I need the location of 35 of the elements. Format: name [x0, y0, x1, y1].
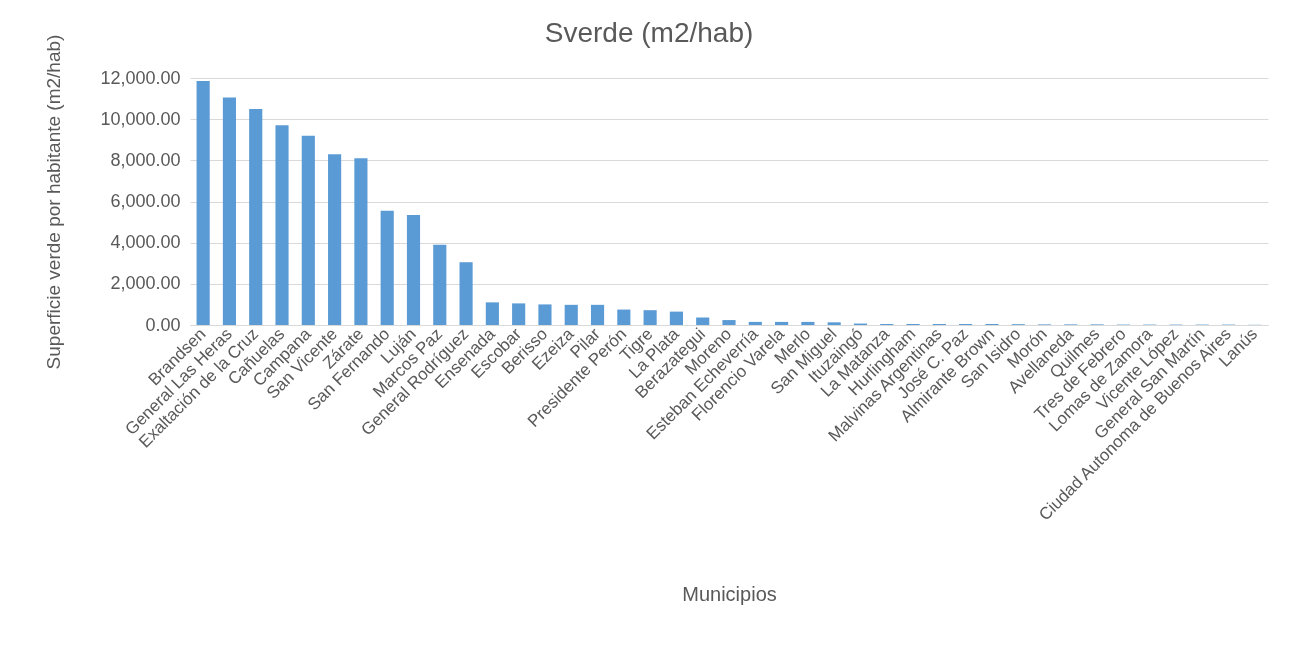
y-tick-label: 2,000.00 — [110, 273, 181, 294]
chart-title: Sverde (m2/hab) — [544, 17, 754, 49]
bar — [485, 302, 499, 325]
y-tick-label: 10,000.00 — [100, 108, 181, 129]
bar — [696, 317, 710, 325]
bar — [538, 304, 552, 325]
bar — [433, 244, 447, 325]
y-tick-label: 8,000.00 — [110, 149, 181, 170]
bar — [722, 320, 736, 325]
bar — [801, 321, 815, 325]
x-axis-title: Municipios — [682, 582, 777, 605]
bar — [775, 321, 789, 325]
y-tick-label: 0.00 — [145, 314, 181, 335]
bar — [459, 262, 473, 325]
bar — [354, 158, 368, 325]
bar — [301, 135, 315, 325]
bar — [275, 125, 289, 325]
bar — [564, 304, 578, 325]
y-axis-title: Superficie verde por habitante (m2/hab) — [43, 34, 65, 370]
bar — [827, 322, 841, 325]
bar — [617, 309, 631, 325]
bar — [196, 81, 210, 325]
y-tick-label: 6,000.00 — [110, 191, 181, 211]
bar — [380, 210, 394, 325]
bar — [669, 311, 683, 325]
y-tick-label: 12,000.00 — [100, 67, 181, 88]
bar — [643, 310, 657, 325]
bar — [328, 154, 342, 325]
bar — [406, 214, 421, 325]
bar — [512, 303, 526, 325]
bar — [249, 108, 263, 325]
bar — [590, 304, 605, 325]
y-tick-label: 4,000.00 — [110, 232, 181, 253]
bar — [222, 97, 237, 325]
bar — [748, 321, 762, 325]
